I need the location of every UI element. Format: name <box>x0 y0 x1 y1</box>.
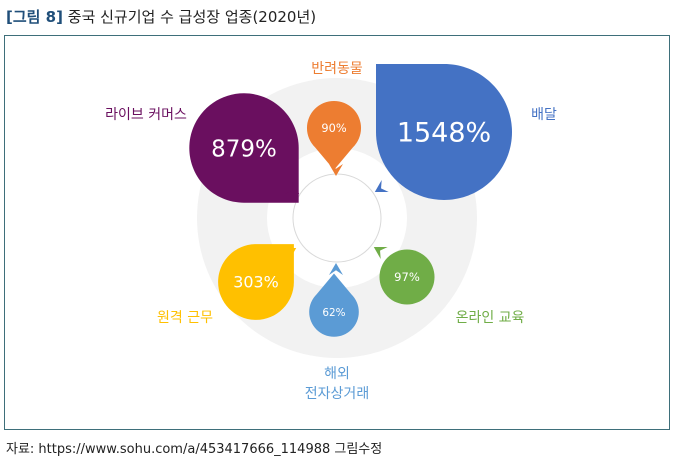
arrow-icon <box>373 246 388 260</box>
category-label: 해외 <box>324 366 350 382</box>
category-label: 전자상거래 <box>304 386 370 402</box>
chart-frame <box>4 35 670 430</box>
value-label: 303% <box>233 273 278 292</box>
arrow-icon <box>329 164 343 176</box>
bubble-1 <box>306 100 362 170</box>
figure-title: [그림 8] 중국 신규기업 수 급성장 업종(2020년) <box>6 6 316 27</box>
category-label: 원격 근무 <box>157 310 213 326</box>
value-label: 97% <box>394 270 420 284</box>
value-label: 62% <box>322 307 345 319</box>
arrow-icon <box>282 247 297 261</box>
bubble-4 <box>309 273 359 337</box>
bubble-3 <box>379 249 435 305</box>
figure-title-text: 중국 신규기업 수 급성장 업종(2020년) <box>67 8 317 26</box>
figure-number: [그림 8] <box>6 8 63 26</box>
category-label: 배달 <box>531 107 557 123</box>
category-label: 온라인 교육 <box>455 310 525 326</box>
arrow-icon <box>285 181 300 195</box>
arrow-icon <box>374 179 389 193</box>
source-note: 자료: https://www.sohu.com/a/453417666_114… <box>6 442 383 457</box>
bubble-2 <box>376 64 512 200</box>
bubble-5 <box>218 244 294 320</box>
bubble-6 <box>189 93 299 203</box>
value-label: 90% <box>321 121 346 135</box>
category-label: 반려동물 <box>311 61 363 77</box>
category-label: 라이브 커머스 <box>105 107 187 123</box>
inner-ring-outline <box>292 173 382 263</box>
arrow-icon <box>329 263 343 275</box>
value-label: 879% <box>211 136 277 162</box>
value-label: 1548% <box>397 118 491 149</box>
